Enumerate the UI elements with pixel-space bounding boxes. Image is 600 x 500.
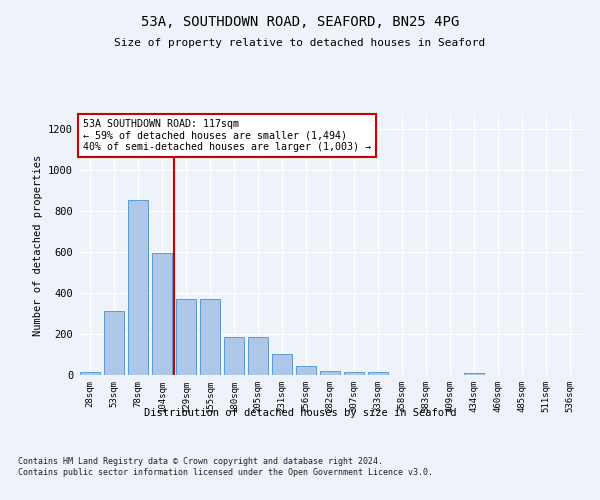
Text: Contains HM Land Registry data © Crown copyright and database right 2024.
Contai: Contains HM Land Registry data © Crown c… (18, 458, 433, 477)
Bar (344, 372, 364, 375)
Bar (224, 337, 244, 375)
Bar (128, 200, 148, 375)
Bar (104, 310, 124, 375)
Bar (272, 354, 292, 375)
Text: 53A, SOUTHDOWN ROAD, SEAFORD, BN25 4PG: 53A, SOUTHDOWN ROAD, SEAFORD, BN25 4PG (141, 16, 459, 30)
Bar (248, 337, 268, 375)
Bar (296, 366, 316, 375)
Text: 53A SOUTHDOWN ROAD: 117sqm
← 59% of detached houses are smaller (1,494)
40% of s: 53A SOUTHDOWN ROAD: 117sqm ← 59% of deta… (83, 119, 371, 152)
Bar (368, 372, 388, 375)
Y-axis label: Number of detached properties: Number of detached properties (32, 154, 43, 336)
Bar (80, 372, 100, 375)
Bar (152, 253, 172, 375)
Bar (464, 373, 484, 375)
Bar (176, 300, 196, 375)
Text: Distribution of detached houses by size in Seaford: Distribution of detached houses by size … (144, 408, 456, 418)
Text: Size of property relative to detached houses in Seaford: Size of property relative to detached ho… (115, 38, 485, 48)
Bar (200, 300, 220, 375)
Bar (320, 371, 340, 375)
